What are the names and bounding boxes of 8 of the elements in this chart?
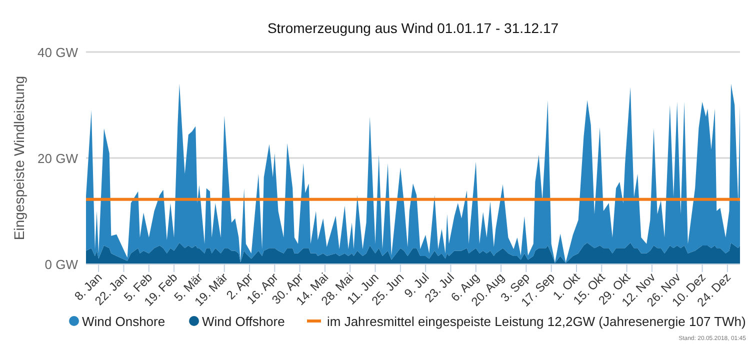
legend-label: im Jahresmittel eingespeiste Leistung 12,2GW (Jahresenergie 107 TWh) — [327, 314, 746, 329]
y-tick-label: 20 GW — [38, 151, 79, 166]
legend-label: Wind Onshore — [82, 314, 166, 329]
y-tick-label: 0 GW — [44, 257, 79, 272]
chart-title: Stromerzeugung aus Wind 01.01.17 - 31.12.17 — [267, 20, 559, 36]
y-tick-label: 40 GW — [38, 45, 79, 60]
legend-label: Wind Offshore — [202, 314, 285, 329]
y-axis-title: Eingespeiste Windleistung — [11, 76, 27, 240]
